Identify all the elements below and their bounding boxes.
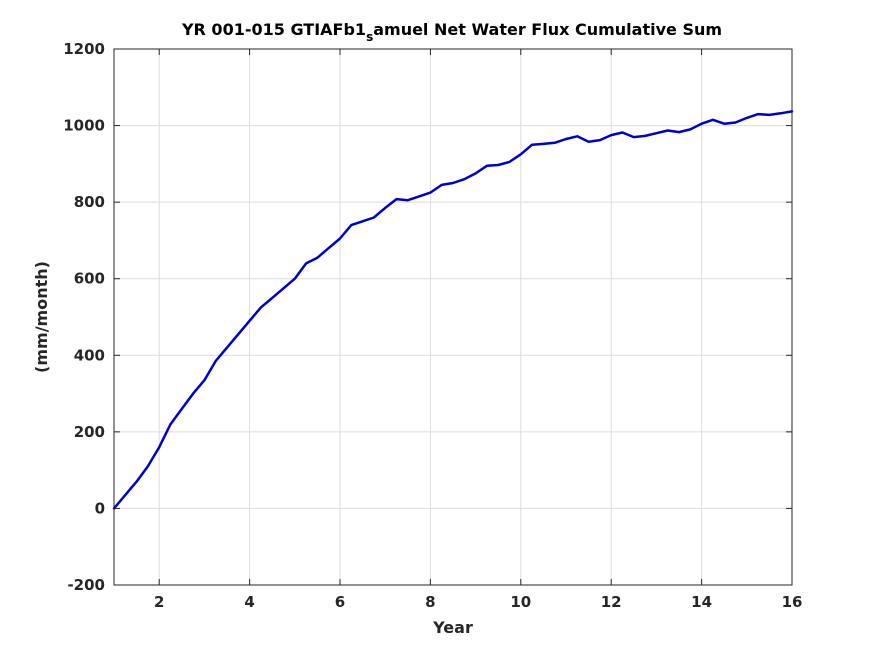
- x-tick-label: 10: [510, 593, 531, 611]
- plot-area: [114, 49, 792, 585]
- x-tick-label: 2: [154, 593, 164, 611]
- plot-frame: [113, 48, 793, 586]
- y-tick-label: -200: [67, 576, 105, 594]
- x-tick-label: 16: [782, 593, 803, 611]
- chart-title: YR 001-015 GTIAFb1samuel Net Water Flux …: [181, 20, 722, 44]
- ticks: 2 4 6 8 10 12 14 16 -200 0 200 400 600 800 1000 1200: [63, 40, 802, 611]
- x-axis-label: Year: [432, 618, 473, 637]
- x-tick-label: 12: [601, 593, 622, 611]
- y-tick-label: 800: [74, 193, 105, 211]
- y-tick-label: 400: [74, 346, 105, 364]
- y-axis-label: (mm/month): [32, 261, 51, 373]
- x-tick-label: 14: [691, 593, 712, 611]
- y-tick-label: 600: [74, 270, 105, 288]
- series-line: [112, 110, 794, 510]
- y-tick-label: 1200: [63, 40, 105, 58]
- y-tick-label: 0: [95, 499, 105, 517]
- x-tick-label: 6: [335, 593, 345, 611]
- x-tick-label: 8: [425, 593, 435, 611]
- y-tick-label: 200: [74, 423, 105, 441]
- x-tick-label: 4: [244, 593, 254, 611]
- series-group: [112, 110, 794, 510]
- y-tick-label: 1000: [63, 117, 105, 135]
